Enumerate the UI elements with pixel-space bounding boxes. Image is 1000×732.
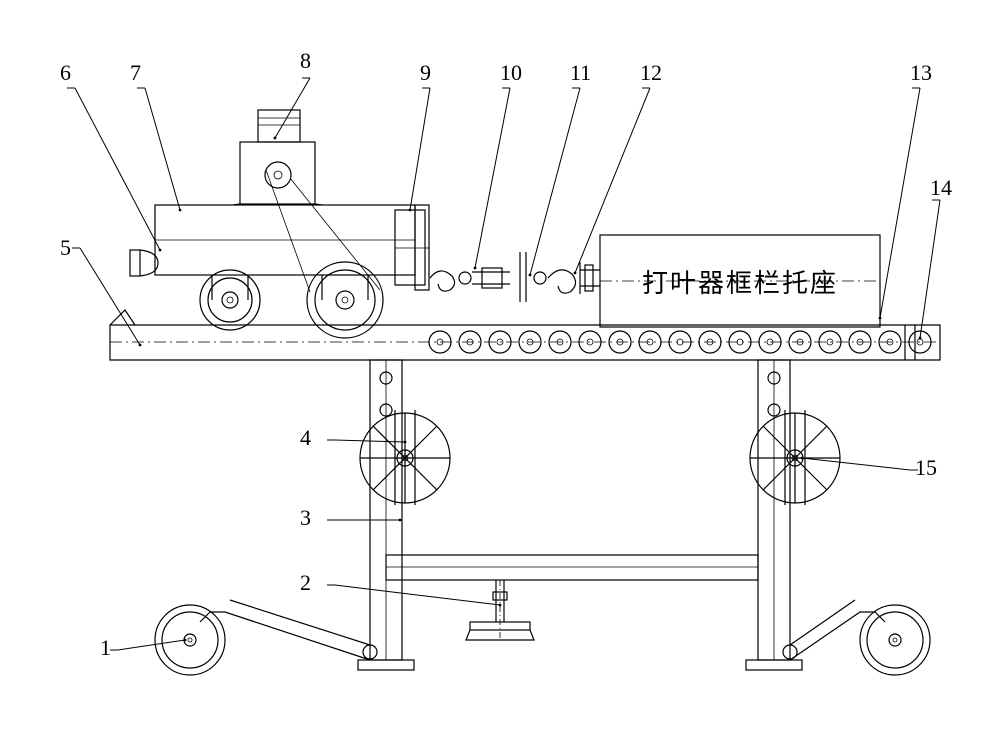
handwheel-left [360,410,450,505]
callout-n9: 9 [420,60,431,85]
leg-feet [358,660,802,670]
adjust-foot [466,580,534,640]
handwheel-right [750,410,840,505]
callout-n14: 14 [930,175,952,200]
front-block [395,205,430,290]
callout-n5: 5 [60,235,71,260]
caster-left [155,605,225,675]
coupling-assembly [430,252,600,302]
rollers [429,331,931,353]
platform [110,310,940,360]
callout-n8: 8 [300,48,311,73]
caster-right [860,605,930,675]
leader-lines [67,78,940,650]
cart-wheel-front [307,262,383,338]
motor [233,110,322,205]
technical-diagram: 打叶器框栏托座 123456789101112131415 [0,0,1000,732]
callout-n12: 12 [640,60,662,85]
caster-arm-left [200,600,377,660]
callout-n7: 7 [130,60,141,85]
belt [266,170,380,292]
callout-n2: 2 [300,570,311,595]
callout-n15: 15 [915,455,937,480]
frame-box: 打叶器框栏托座 [600,235,880,327]
frame-box-label: 打叶器框栏托座 [642,269,838,298]
callout-n10: 10 [500,60,522,85]
bumper [130,250,158,276]
callout-n4: 4 [300,425,311,450]
cart-body [155,205,415,275]
callout-n13: 13 [910,60,932,85]
callout-n1: 1 [100,635,111,660]
cart-wheel-rear [200,270,260,330]
leg-right [758,360,790,660]
callout-n3: 3 [300,505,311,530]
callout-n6: 6 [60,60,71,85]
callout-n11: 11 [570,60,591,85]
callout-labels: 123456789101112131415 [60,48,952,660]
leg-left [370,360,402,660]
crossbar [386,555,758,580]
